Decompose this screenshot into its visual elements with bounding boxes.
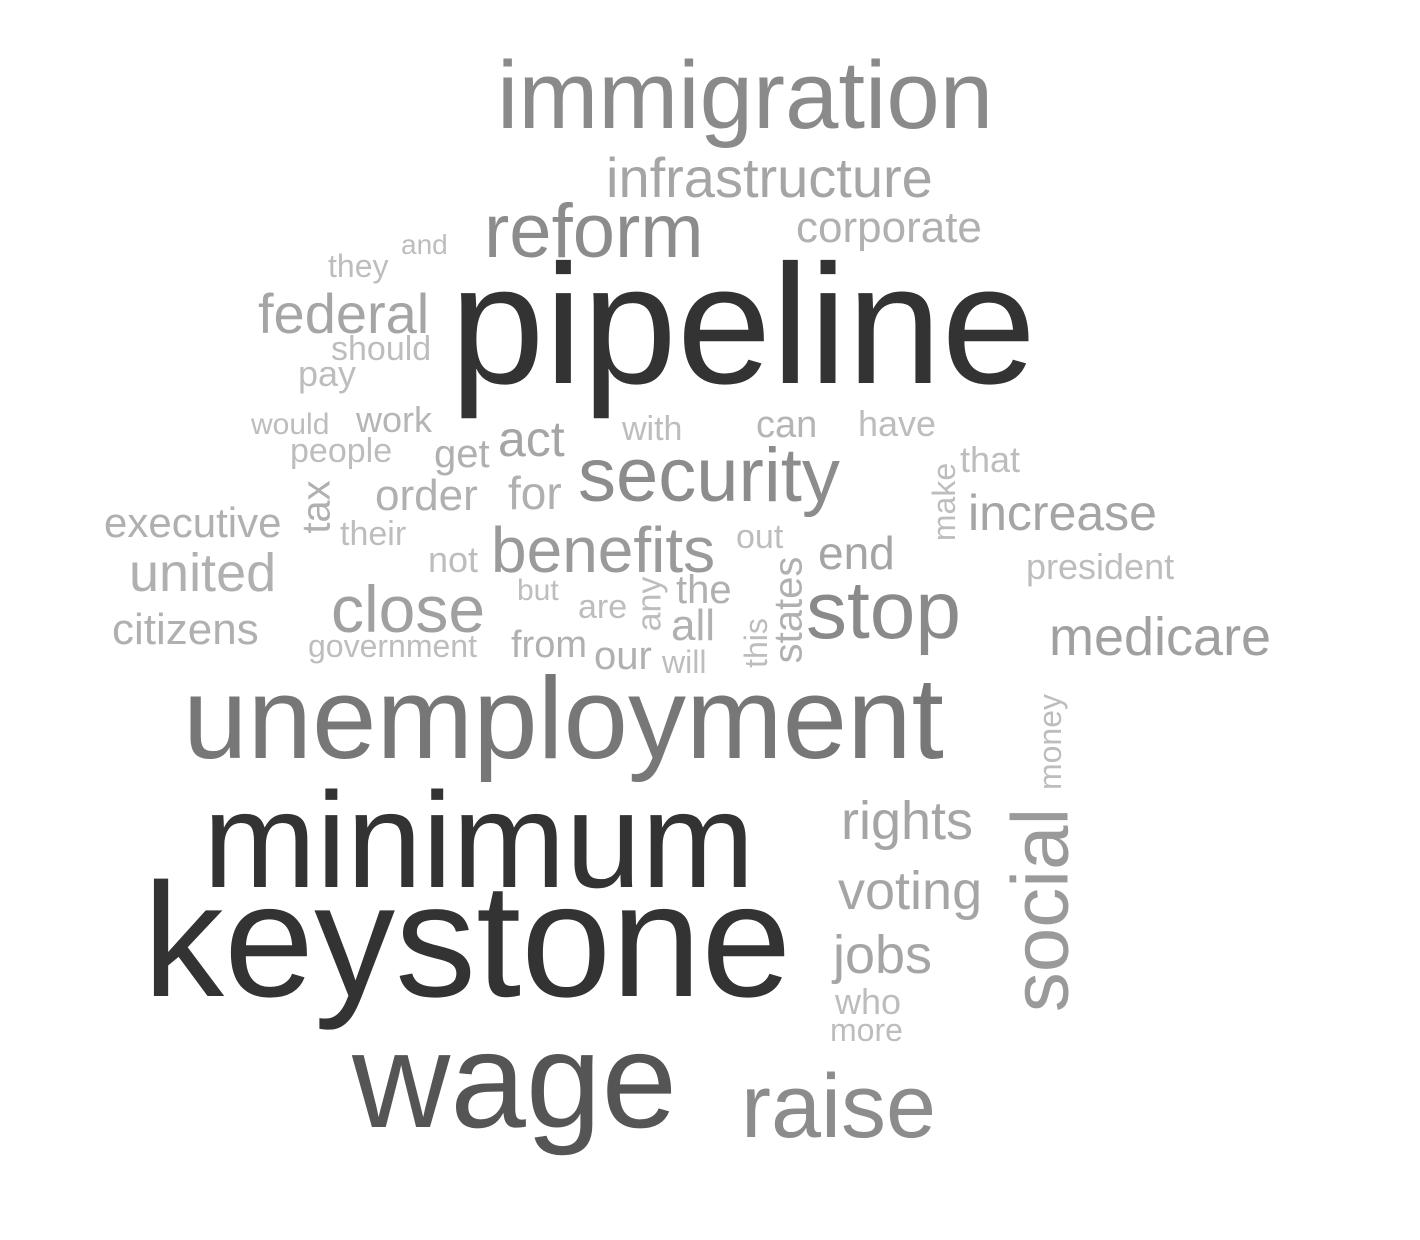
word-are: are — [578, 588, 628, 626]
word-but: but — [517, 574, 559, 607]
word-order: order — [375, 471, 478, 520]
word-money: money — [1032, 693, 1069, 791]
word-rights: rights — [841, 791, 974, 851]
word-act: act — [498, 411, 565, 467]
word-tax: tax — [294, 480, 339, 534]
word-out: out — [736, 518, 784, 556]
word-executive: executive — [104, 499, 282, 546]
word-wage: wage — [352, 1004, 678, 1156]
word-would: would — [251, 408, 330, 441]
word-citizens: citizens — [112, 605, 259, 654]
word-keystone: keystone — [143, 850, 792, 1031]
word-raise: raise — [741, 1057, 937, 1157]
word-work: work — [356, 399, 433, 440]
word-who: who — [835, 981, 902, 1022]
word-pay: pay — [298, 353, 357, 394]
word-can: can — [756, 404, 818, 446]
word-increase: increase — [968, 485, 1157, 541]
word-that: that — [960, 439, 1021, 480]
word-for: for — [508, 467, 562, 519]
word-corporate: corporate — [796, 203, 982, 252]
word-they: they — [328, 248, 389, 284]
word-with: with — [622, 410, 683, 448]
word-stop: stop — [806, 565, 961, 656]
word-more: more — [830, 1012, 903, 1048]
word-president: president — [1026, 546, 1175, 587]
word-government: government — [308, 628, 477, 664]
word-and: and — [401, 229, 448, 260]
word-social: social — [994, 807, 1084, 1013]
word-should: should — [331, 330, 432, 368]
word-from: from — [511, 624, 587, 666]
word-unemployment: unemployment — [183, 653, 944, 783]
word-make: make — [926, 462, 963, 542]
word-benefits: benefits — [491, 514, 716, 586]
word-infrastructure: infrastructure — [606, 146, 933, 209]
word-not: not — [428, 539, 479, 580]
word-the: the — [676, 568, 732, 612]
word-federal: federal — [258, 282, 430, 345]
word-end: end — [818, 527, 895, 579]
word-get: get — [434, 432, 490, 476]
word-immigration: immigration — [497, 42, 994, 149]
word-reform: reform — [484, 189, 704, 274]
word-jobs: jobs — [833, 925, 933, 985]
word-our: our — [594, 634, 652, 678]
word-pipeline: pipeline — [450, 230, 1037, 420]
word-will: will — [662, 644, 707, 680]
word-close: close — [331, 572, 486, 646]
word-united: united — [129, 543, 277, 603]
word-all: all — [671, 601, 716, 650]
word-medicare: medicare — [1049, 607, 1272, 667]
word-minimum: minimum — [203, 764, 755, 916]
word-voting: voting — [838, 861, 983, 921]
word-security: security — [578, 433, 840, 518]
word-their: their — [340, 515, 407, 553]
word-have: have — [858, 403, 937, 444]
word-any: any — [629, 576, 668, 632]
word-people: people — [290, 432, 393, 470]
